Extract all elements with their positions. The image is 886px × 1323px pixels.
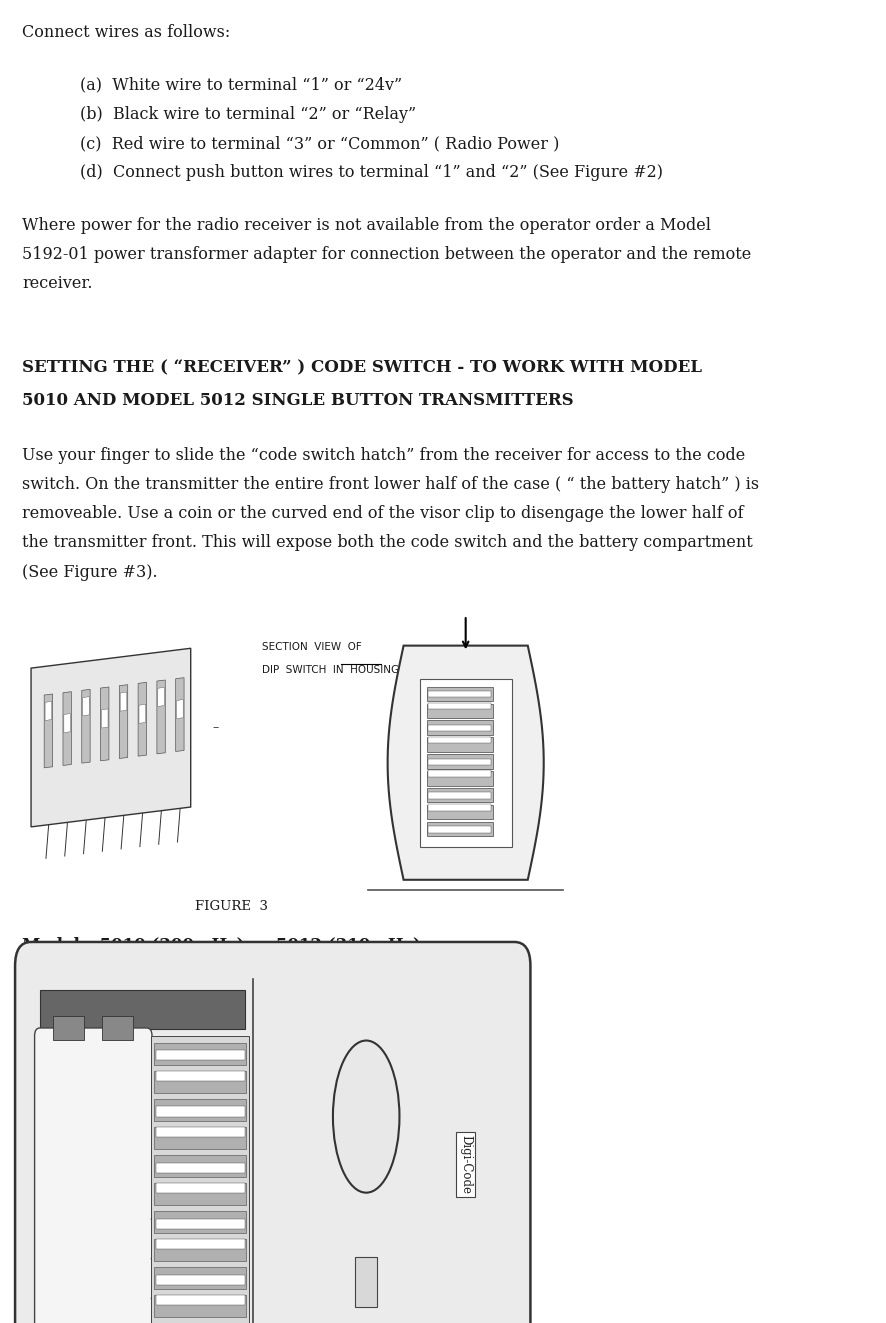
Bar [155,1238,245,1249]
Bar [153,1267,246,1290]
Polygon shape [44,695,52,767]
FancyBboxPatch shape [35,1028,152,1323]
Text: (b)  Black wire to terminal “2” or “Relay”: (b) Black wire to terminal “2” or “Relay… [80,106,416,123]
Polygon shape [387,646,543,880]
Bar [40,990,245,1029]
Bar [426,754,493,769]
Polygon shape [82,689,90,763]
Text: 5192-01 power transformer adapter for connection between the operator and the re: 5192-01 power transformer adapter for co… [22,246,750,263]
Polygon shape [157,680,165,754]
Polygon shape [82,697,89,716]
Text: (a)  White wire to terminal “1” or “24v”: (a) White wire to terminal “1” or “24v” [80,77,401,94]
Polygon shape [31,648,190,827]
Bar [155,1183,245,1193]
Bar [426,737,493,751]
Bar [426,771,493,786]
Text: Digi-Code: Digi-Code [459,1135,471,1193]
Bar [426,804,493,819]
Polygon shape [45,701,51,721]
Text: SETTING THE ( “RECEIVER” ) CODE SWITCH - TO WORK WITH MODEL: SETTING THE ( “RECEIVER” ) CODE SWITCH -… [22,360,702,377]
Text: receiver.: receiver. [22,275,92,292]
Polygon shape [158,687,164,706]
Text: Use your finger to slide the “code switch hatch” from the receiver for access to: Use your finger to slide the “code switc… [22,447,744,464]
Bar [151,1036,249,1323]
Bar [428,703,491,709]
Bar [426,721,493,734]
Polygon shape [100,687,109,761]
Bar [428,737,491,744]
Text: Model – 5010 (300mHz) or 5012 (310mHz): Model – 5010 (300mHz) or 5012 (310mHz) [22,937,421,954]
Bar [155,1070,245,1081]
Polygon shape [63,692,71,766]
Text: DIP  SWITCH  IN  HOUSING: DIP SWITCH IN HOUSING [261,665,399,676]
Text: 5010 AND MODEL 5012 SINGLE BUTTON TRANSMITTERS: 5010 AND MODEL 5012 SINGLE BUTTON TRANSM… [22,392,573,409]
Bar [153,1098,246,1121]
Polygon shape [176,700,183,718]
Text: switch. On the transmitter the entire front lower half of the case ( “ the batte: switch. On the transmitter the entire fr… [22,476,758,493]
Polygon shape [175,677,184,751]
Text: the transmitter front. This will expose both the code switch and the battery com: the transmitter front. This will expose … [22,534,752,552]
Bar [153,1183,246,1205]
FancyBboxPatch shape [15,942,530,1323]
Bar [428,792,491,799]
Text: (c)  Red wire to terminal “3” or “Common” ( Radio Power ): (c) Red wire to terminal “3” or “Common”… [80,135,558,152]
Bar [153,1127,246,1150]
Bar [426,687,493,701]
Polygon shape [120,685,128,758]
Bar [426,789,493,803]
Bar [426,822,493,836]
Text: Connect wires as follows:: Connect wires as follows: [22,24,230,41]
Bar [428,725,491,732]
Bar [428,758,491,765]
Bar [153,1043,246,1065]
Bar [153,1238,246,1261]
Bar [155,1127,245,1136]
Ellipse shape [332,1041,399,1193]
Bar [354,1257,377,1307]
Polygon shape [64,713,70,733]
Text: SECTION  VIEW  OF: SECTION VIEW OF [261,642,361,652]
Polygon shape [139,704,145,724]
Bar [155,1218,245,1229]
Polygon shape [101,709,108,728]
Bar [53,1016,84,1040]
Bar [155,1275,245,1285]
Text: –: – [213,721,219,734]
Bar [155,1163,245,1172]
Bar [155,1295,245,1304]
Text: Where power for the radio receiver is not available from the operator order a Mo: Where power for the radio receiver is no… [22,217,711,234]
Bar [153,1155,246,1177]
Bar [419,679,511,847]
Bar [153,1211,246,1233]
Bar [153,1295,246,1318]
Bar [102,1016,133,1040]
Polygon shape [138,683,146,757]
Bar [426,704,493,718]
Text: (d)  Connect push button wires to terminal “1” and “2” (See Figure #2): (d) Connect push button wires to termina… [80,164,662,181]
Bar [428,826,491,832]
Text: (See Figure #3).: (See Figure #3). [22,564,158,581]
Bar [428,804,491,811]
Bar [153,1070,246,1093]
Bar [155,1050,245,1061]
Text: FIGURE  3: FIGURE 3 [195,900,268,913]
Bar [428,770,491,777]
Polygon shape [120,692,127,712]
Bar [155,1106,245,1117]
Text: removeable. Use a coin or the curved end of the visor clip to disengage the lowe: removeable. Use a coin or the curved end… [22,505,742,523]
Bar [428,691,491,697]
